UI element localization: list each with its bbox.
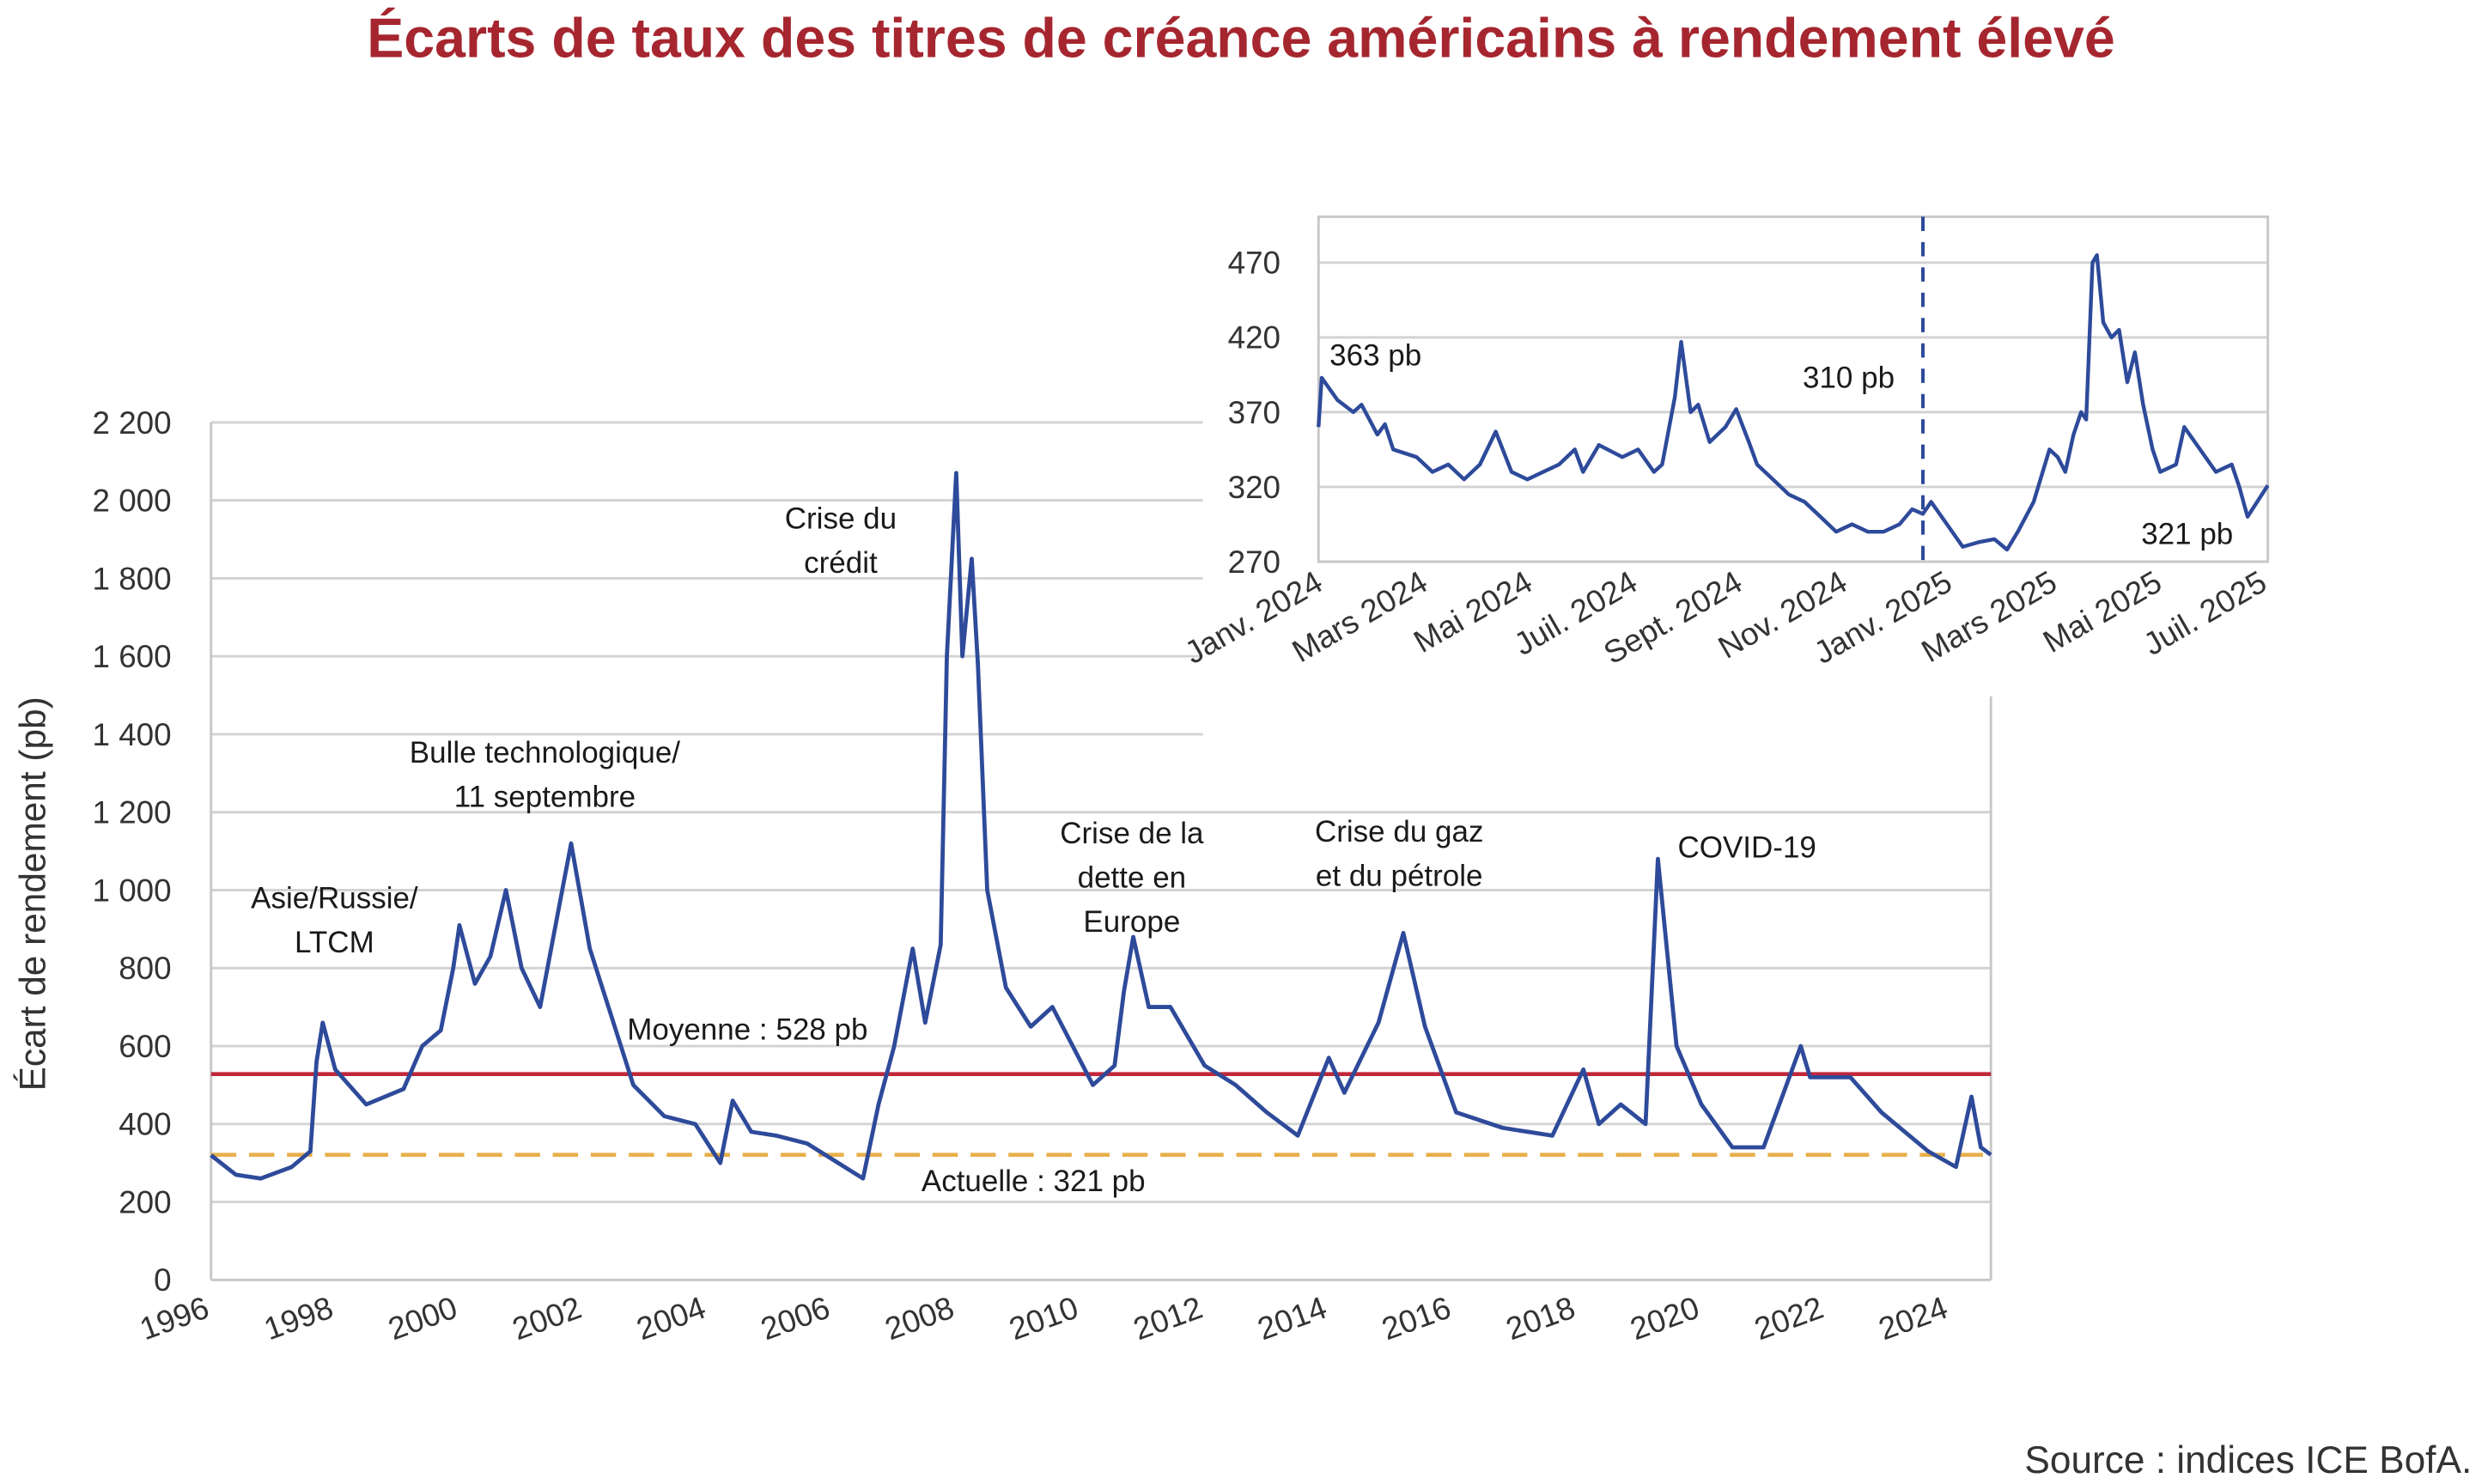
main-x-tick-labels: 1996 1998 2000 2002 2004 2006 2008 2010 2012 2014… xyxy=(135,1290,1952,1347)
x-tick-label: 2018 xyxy=(1501,1290,1579,1347)
y-tick-label: 800 xyxy=(119,951,171,986)
current-label: Actuelle : 321 pb xyxy=(922,1165,1146,1198)
y-tick-label: 0 xyxy=(154,1262,171,1298)
annotation-asia: Asie/Russie/ LTCM xyxy=(251,881,418,959)
annotation-euro-debt: Crise de la dette en Europe xyxy=(1060,817,1204,939)
annotation-oil-gas: Crise du gaz et du pétrole xyxy=(1315,815,1483,893)
x-tick-label: 2008 xyxy=(880,1290,958,1347)
annotation-text: 11 septembre xyxy=(454,781,636,814)
x-tick-label: 2024 xyxy=(1874,1290,1952,1347)
inset-y-tick-labels: 270 320 370 420 470 xyxy=(1228,246,1281,580)
y-axis-label: Écart de rendement (pb) xyxy=(12,696,52,1091)
x-tick-label: 2014 xyxy=(1253,1290,1331,1347)
x-tick-label: 2012 xyxy=(1128,1290,1207,1347)
y-tick-label: 1 000 xyxy=(92,873,171,908)
x-tick-label: 2006 xyxy=(757,1290,835,1347)
annotation-text: Crise du xyxy=(785,502,897,535)
x-tick-label: 2022 xyxy=(1749,1290,1828,1347)
annotation-tech-bubble: Bulle technologique/ 11 septembre xyxy=(410,736,681,814)
annotation-credit-crisis: Crise du crédit xyxy=(785,502,897,580)
y-tick-label: 2 000 xyxy=(92,484,171,519)
inset-y-tick-label: 470 xyxy=(1228,246,1281,281)
annotation-text: crédit xyxy=(804,546,878,580)
inset-plot-border xyxy=(1317,215,2270,563)
source-note: Source : indices ICE BofA. xyxy=(2024,1439,2472,1481)
annotation-text: LTCM xyxy=(295,926,374,959)
y-tick-label: 200 xyxy=(119,1184,171,1219)
annotation-text: Asie/Russie/ xyxy=(251,881,418,915)
x-tick-label: 2010 xyxy=(1005,1290,1083,1347)
x-tick-label: 2004 xyxy=(632,1290,710,1347)
mean-label: Moyenne : 528 pb xyxy=(627,1013,867,1046)
inset-y-tick-label: 370 xyxy=(1228,395,1281,430)
x-tick-label: 2016 xyxy=(1378,1290,1456,1347)
main-series-line xyxy=(210,471,1992,1181)
annotation-text: Bulle technologique/ xyxy=(410,736,681,769)
annotation-text: Crise de la xyxy=(1060,817,1204,850)
chart-title: Écarts de taux des titres de créance amé… xyxy=(367,7,2114,69)
inset-background xyxy=(1202,202,2295,696)
inset-series-line xyxy=(1317,252,2270,552)
x-tick-label: 1996 xyxy=(135,1290,213,1347)
inset-y-tick-label: 320 xyxy=(1228,470,1281,505)
inset-label-year-end: 310 pb xyxy=(1803,361,1895,394)
x-tick-label: 1998 xyxy=(259,1290,338,1347)
annotation-text: et du pétrole xyxy=(1316,860,1483,893)
inset-y-tick-label: 270 xyxy=(1228,544,1281,580)
annotation-text: Crise du gaz xyxy=(1315,815,1483,848)
inset-y-tick-label: 420 xyxy=(1228,320,1281,356)
annotation-text: dette en xyxy=(1078,861,1187,894)
y-tick-label: 1 800 xyxy=(92,561,171,596)
y-tick-label: 1 400 xyxy=(92,717,171,752)
y-tick-label: 2 200 xyxy=(92,405,171,441)
annotation-text: Europe xyxy=(1083,905,1180,939)
x-tick-label: 2000 xyxy=(384,1290,462,1347)
y-tick-label: 1 200 xyxy=(92,795,171,830)
inset-label-current: 321 pb xyxy=(2141,518,2233,551)
y-tick-label: 400 xyxy=(119,1107,171,1142)
y-tick-label: 600 xyxy=(119,1029,171,1064)
y-tick-label: 1 600 xyxy=(92,639,171,674)
main-y-tick-labels: 0 200 400 600 800 1 000 1 200 1 400 1 600 1 800 2 … xyxy=(92,405,171,1298)
inset-label-start: 363 pb xyxy=(1329,339,1421,373)
x-tick-label: 2002 xyxy=(508,1290,586,1347)
annotation-covid: COVID-19 xyxy=(1677,830,1816,864)
x-tick-label: 2020 xyxy=(1626,1290,1704,1347)
